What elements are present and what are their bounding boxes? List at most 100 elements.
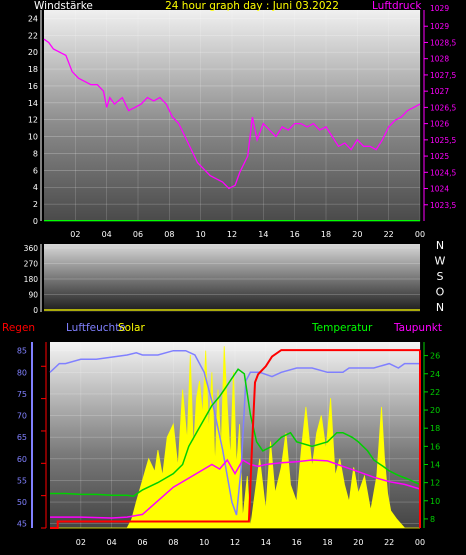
top-x-tick-label: 16 — [290, 230, 300, 239]
temperature-tick-label: 14 — [430, 460, 440, 469]
bottom-x-tick-label: 10 — [199, 538, 209, 547]
mid-plot-area — [44, 244, 420, 312]
wind-tick-label: 14 — [28, 99, 38, 108]
direction-tick-label: 360 — [24, 244, 39, 253]
top-x-tick-label: 22 — [384, 230, 394, 239]
top-x-tick-label: 08 — [164, 230, 174, 239]
dewpoint-line — [50, 458, 421, 519]
bottom-x-tick-label: 02 — [76, 538, 86, 547]
legend-solar: Solar — [118, 322, 145, 334]
wind-tick-label: 22 — [28, 31, 38, 40]
top-y-axis-pressure: 1023,5 1024 1024,5 1025 1025,5 1026 1026,5 1027… — [423, 10, 456, 221]
rain-line — [50, 349, 420, 529]
bottom-x-tick-label: 18 — [322, 538, 332, 547]
legend-regen: Regen — [2, 322, 35, 334]
temperature-tick-label: 20 — [430, 406, 440, 415]
pressure-tick-label: 1027,5 — [430, 71, 456, 80]
temperature-tick-label: 16 — [430, 442, 440, 451]
bottom-x-tick-label: 20 — [353, 538, 363, 547]
windstaerke-label: Windstärke — [34, 0, 93, 12]
top-plot-area — [44, 10, 420, 221]
wind-tick-label: 8 — [33, 149, 38, 158]
bottom-x-tick-label: 22 — [384, 538, 394, 547]
temperature-tick-label: 12 — [430, 479, 440, 488]
pressure-tick-label: 1023,5 — [430, 201, 456, 210]
chart-title: 24 hour graph day : Juni 03.2022 — [165, 0, 339, 12]
bottom-x-tick-label: 08 — [168, 538, 178, 547]
pressure-tick-label: 1028,5 — [430, 38, 456, 47]
temperature-axis: 8 10 12 14 16 18 20 22 24 26 — [423, 342, 440, 528]
humidity-tick-label: 50 — [17, 498, 27, 507]
bottom-x-tick-label: 12 — [230, 538, 240, 547]
pressure-tick-label: 1026,5 — [430, 103, 456, 112]
pressure-tick-label: 1028 — [430, 55, 449, 64]
humidity-axis: 45 50 55 60 65 70 75 80 85 — [17, 342, 33, 529]
pressure-wind-panel: 02 04 06 08 10 12 14 16 18 20 22 00 024681012141618… — [28, 0, 457, 239]
top-x-tick-label: 12 — [227, 230, 237, 239]
top-series — [43, 38, 421, 222]
top-x-axis: 02 04 06 08 10 12 14 16 18 20 22 00 — [70, 230, 425, 239]
direction-tick-label: 90 — [28, 291, 38, 300]
temperature-tick-label: 26 — [430, 352, 440, 361]
humidity-tick-label: 75 — [17, 390, 27, 399]
wind-tick-label: 20 — [28, 48, 38, 57]
humidity-tick-label: 45 — [17, 520, 27, 529]
compass-label: S — [437, 270, 444, 283]
top-x-tick-label: 00 — [415, 230, 425, 239]
solar-area — [50, 346, 420, 529]
compass-label: O — [436, 286, 445, 299]
bottom-series — [49, 346, 421, 529]
bottom-x-tick-label: 14 — [261, 538, 271, 547]
direction-tick-label: 180 — [24, 275, 39, 284]
temperature-line — [50, 368, 421, 497]
pressure-tick-label: 1025 — [430, 152, 449, 161]
temperature-tick-label: 10 — [430, 497, 440, 506]
bottom-x-tick-label: 00 — [415, 538, 425, 547]
compass-label: N — [436, 301, 444, 314]
compass-label: W — [435, 255, 446, 268]
wind-tick-label: 12 — [28, 116, 38, 125]
top-x-tick-label: 14 — [258, 230, 268, 239]
rain-axis — [41, 342, 47, 529]
wind-tick-label: 2 — [33, 200, 38, 209]
humidity-tick-label: 55 — [17, 476, 27, 485]
humidity-tick-label: 60 — [17, 455, 27, 464]
pressure-tick-label: 1024,5 — [430, 168, 456, 177]
humidity-tick-label: 80 — [17, 368, 27, 377]
top-x-tick-label: 04 — [102, 230, 112, 239]
direction-tick-label: 0 — [33, 306, 38, 315]
humidity-tick-label: 70 — [17, 412, 27, 421]
wind-tick-label: 18 — [28, 65, 38, 74]
pressure-tick-label: 1027 — [430, 87, 449, 96]
bottom-x-axis: 02 04 06 08 10 12 14 16 18 20 22 00 — [76, 538, 425, 547]
temperature-tick-label: 18 — [430, 424, 440, 433]
climate-panel: 02 04 06 08 10 12 14 16 18 20 22 00 45 50 55 60 65 70 75 8… — [2, 322, 442, 547]
pressure-line — [43, 38, 421, 190]
bottom-x-tick-label: 04 — [107, 538, 117, 547]
pressure-tick-label: 1025,5 — [430, 136, 456, 145]
bottom-x-tick-label: 06 — [137, 538, 147, 547]
top-grid — [44, 10, 421, 222]
wind-tick-label: 24 — [28, 14, 38, 23]
direction-tick-label: 270 — [24, 260, 39, 269]
temperature-tick-label: 24 — [430, 370, 440, 379]
wind-tick-label: 10 — [28, 133, 38, 142]
top-x-tick-label: 06 — [133, 230, 143, 239]
wind-tick-label: 0 — [33, 217, 38, 226]
top-x-tick-label: 18 — [321, 230, 331, 239]
top-x-tick-label: 20 — [352, 230, 362, 239]
wind-tick-label: 4 — [33, 183, 38, 192]
top-x-tick-label: 10 — [196, 230, 206, 239]
mid-y-axis: 0 90 180 270 360 — [24, 244, 42, 315]
temperature-tick-label: 22 — [430, 388, 440, 397]
pressure-tick-label: 1026 — [430, 120, 449, 129]
bottom-x-tick-label: 16 — [292, 538, 302, 547]
wind-tick-label: 6 — [33, 166, 38, 175]
legend-taupunkt: Taupunkt — [393, 322, 442, 334]
luftdruck-label: Luftdruck — [372, 0, 422, 12]
temperature-tick-label: 8 — [430, 515, 435, 524]
pressure-tick-label: 1029 — [430, 22, 449, 31]
humidity-line — [49, 349, 420, 516]
legend-luftfeuchte: Luftfeuchte — [66, 322, 126, 334]
